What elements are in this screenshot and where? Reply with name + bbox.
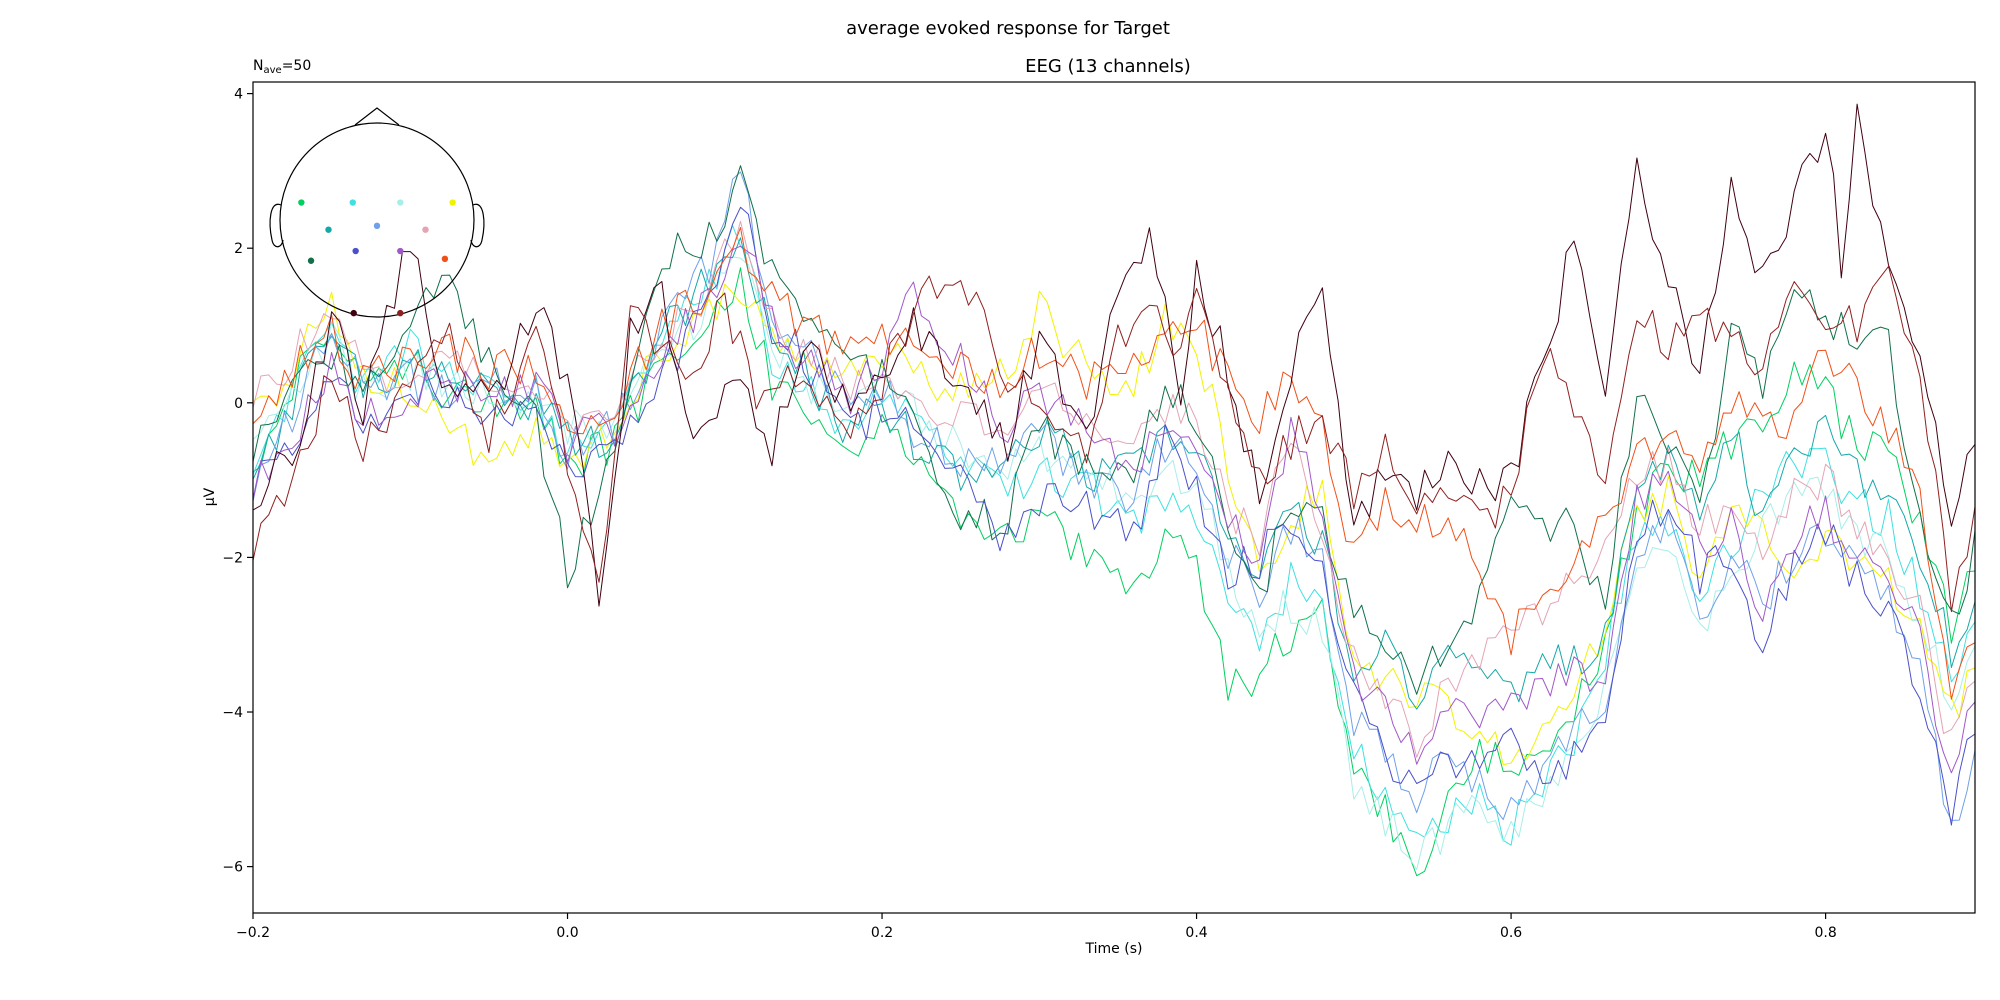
nave-label-main: N	[253, 58, 263, 74]
sensor-dot-1	[298, 199, 305, 206]
series-line-1	[252, 267, 1976, 877]
series-line-2	[252, 225, 1976, 846]
x-axis-label: Time (s)	[1085, 941, 1143, 957]
head-outline	[279, 122, 475, 318]
nave-label-sub: ave	[263, 65, 281, 76]
series-line-4	[252, 283, 1976, 766]
nave-label-value: =50	[282, 58, 312, 74]
sensor-dot-5	[325, 226, 332, 233]
series-line-9	[252, 206, 1976, 826]
y-axis-label: µV	[202, 487, 218, 506]
y-tick-label: −2	[222, 550, 243, 566]
x-tick-label: 0.4	[1185, 925, 1207, 941]
series-line-3	[252, 256, 1976, 870]
sensor-dot-9	[352, 247, 359, 255]
sensor-dot-3	[397, 199, 404, 206]
sensor-layout-inset	[269, 107, 485, 318]
head-left-ear	[269, 203, 284, 248]
figure-suptitle: average evoked response for Target	[846, 18, 1170, 39]
y-tick-label: 4	[234, 87, 243, 103]
sensor-dot-10	[397, 247, 404, 255]
sensor-dot-11	[441, 255, 449, 262]
y-tick-label: 2	[234, 241, 243, 257]
plot-frame	[252, 81, 1976, 914]
chart-title: EEG (13 channels)	[1025, 56, 1191, 77]
sensor-dot-2	[349, 199, 356, 206]
y-tick-label: 0	[234, 396, 243, 412]
x-tick-label: −0.2	[236, 925, 270, 941]
x-tick-label: 0.0	[556, 925, 578, 941]
x-tick-label: 0.6	[1500, 925, 1522, 941]
sensor-dots	[298, 199, 456, 317]
series-line-12	[252, 103, 1976, 607]
head-nose	[354, 107, 400, 126]
sensor-dot-7	[422, 226, 429, 233]
series-line-6	[252, 171, 1976, 821]
series-layer	[252, 103, 1976, 877]
series-line-8	[252, 165, 1976, 695]
x-axis: −0.2 0.0 0.2 0.4 0.6 0.8	[236, 913, 1837, 941]
y-tick-label: −6	[222, 860, 243, 876]
series-line-11	[252, 227, 1976, 700]
sensor-dot-6	[373, 222, 381, 230]
sensor-dot-8	[307, 257, 315, 264]
x-tick-label: 0.8	[1814, 925, 1836, 941]
nave-label: Nave=50	[253, 58, 311, 76]
y-axis: −6 −4 −2 0 2 4	[222, 87, 253, 876]
sensor-dot-12	[350, 309, 357, 317]
series-line-5	[252, 237, 1976, 710]
sensor-dot-4	[449, 199, 456, 206]
sensor-dot-13	[397, 309, 404, 317]
series-line-10	[252, 245, 1976, 774]
x-tick-label: 0.2	[871, 925, 893, 941]
y-tick-label: −4	[222, 705, 243, 721]
series-line-7	[252, 220, 1976, 758]
head-right-ear	[470, 203, 485, 248]
series-line-13	[252, 265, 1976, 613]
